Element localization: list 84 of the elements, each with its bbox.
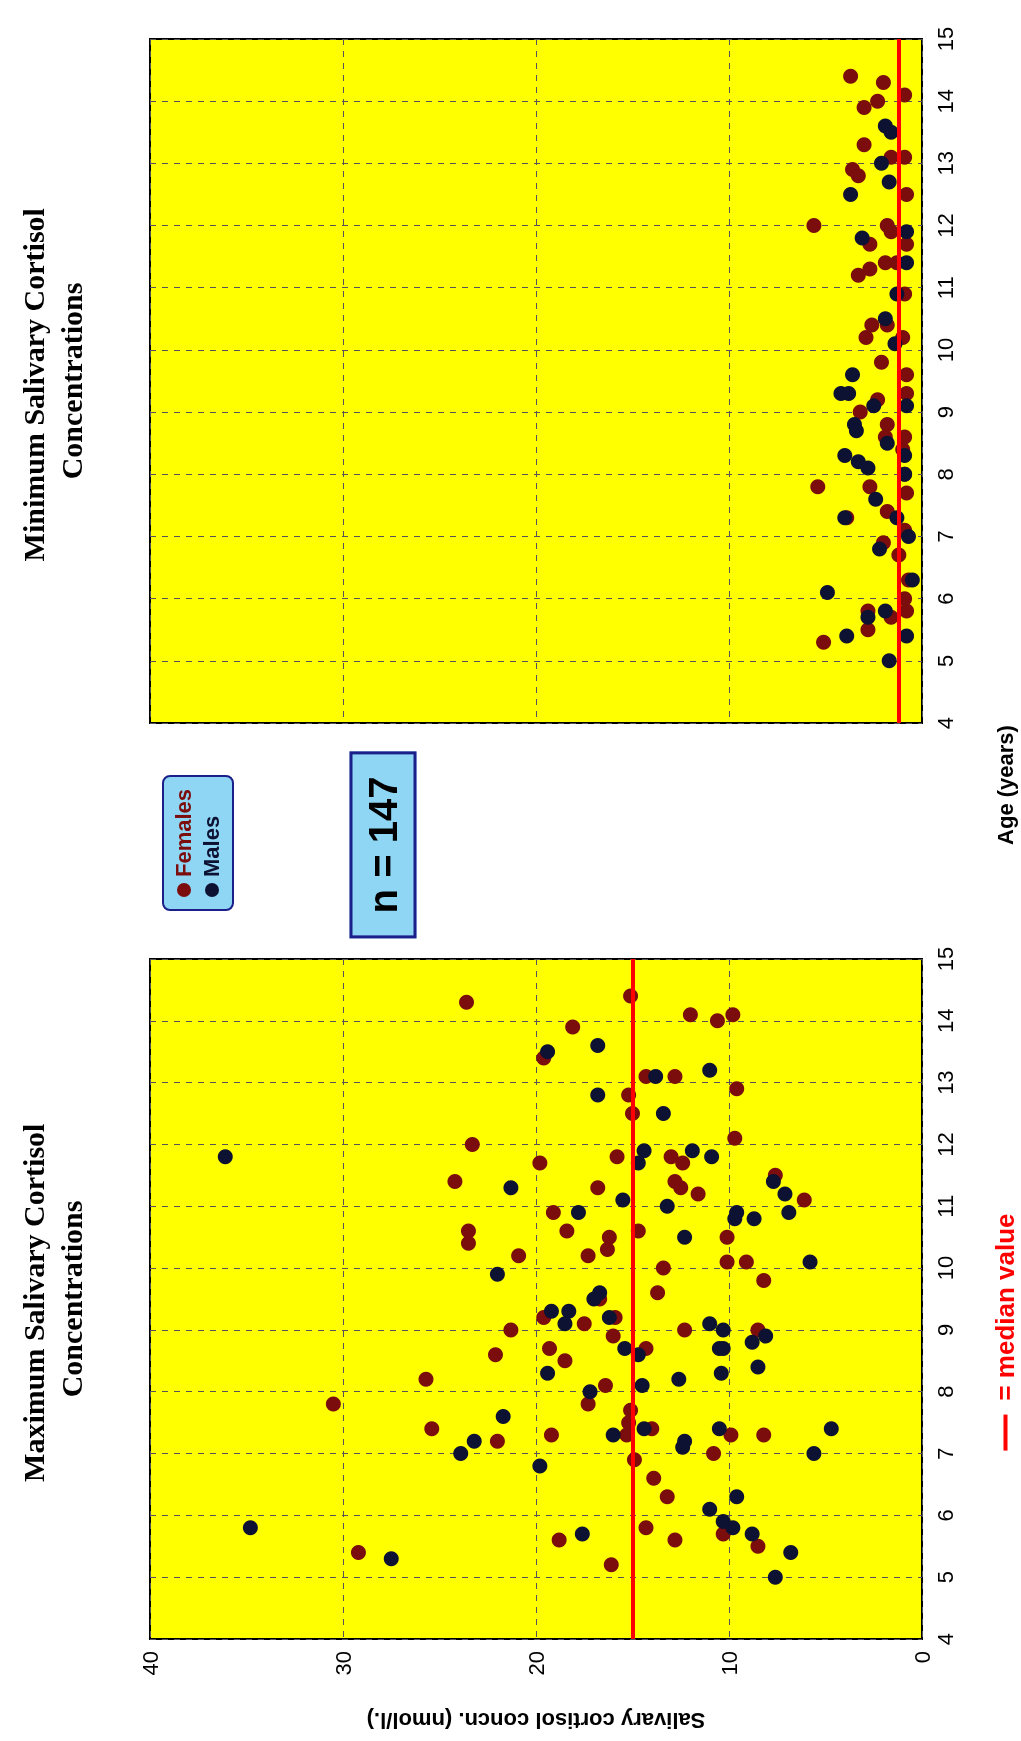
x-tick-label: 30 — [330, 1651, 356, 1676]
y-tick-label: 7 — [932, 530, 958, 543]
point — [806, 218, 822, 234]
point — [860, 609, 876, 625]
point — [899, 224, 915, 240]
y-tick-label: 9 — [932, 1323, 958, 1337]
point — [854, 230, 870, 246]
point — [862, 479, 878, 495]
y-axis-title: Age (years) — [992, 725, 1018, 845]
point — [862, 261, 878, 277]
point — [839, 628, 855, 644]
x-tick-label: 0 — [909, 1651, 935, 1664]
point — [850, 267, 866, 283]
x-tick-label: 10 — [716, 1651, 742, 1676]
y-tick-label: 8 — [932, 468, 958, 481]
point — [856, 137, 872, 153]
point — [816, 634, 832, 650]
point — [868, 491, 884, 507]
point — [883, 224, 899, 240]
y-tick-label: 13 — [932, 1070, 958, 1095]
point — [837, 448, 853, 464]
x-tick-label: 20 — [523, 1651, 549, 1676]
point — [879, 417, 895, 433]
text: Females — [170, 788, 197, 878]
point — [899, 186, 915, 202]
point — [899, 398, 915, 414]
point — [845, 367, 861, 383]
y-tick-label: 4 — [932, 716, 958, 730]
point — [856, 99, 872, 115]
point — [843, 186, 859, 202]
x-axis-title: Salivary cortisol concn. (nmol/l.) — [366, 1707, 706, 1733]
y-tick-label: 11 — [932, 276, 958, 300]
y-tick-label: 8 — [932, 1385, 958, 1398]
point — [901, 528, 916, 544]
point — [870, 93, 886, 109]
point — [848, 423, 864, 439]
point — [877, 603, 893, 619]
point — [881, 174, 897, 190]
point — [864, 317, 880, 333]
ref-line-label: = median value — [989, 1213, 1021, 1401]
point — [850, 168, 866, 184]
x-tick-label: 40 — [137, 1651, 163, 1676]
point — [899, 628, 915, 644]
text: Males — [198, 815, 225, 878]
point — [860, 622, 876, 638]
point — [819, 584, 835, 600]
point — [881, 653, 897, 669]
y-tick-label: 6 — [932, 1509, 958, 1522]
y-tick-label: 4 — [932, 1632, 958, 1646]
point — [858, 329, 874, 345]
y-tick-label: 14 — [932, 88, 958, 114]
point — [883, 124, 899, 140]
y-tick-label: 13 — [932, 151, 958, 176]
y-tick-label: 14 — [932, 1008, 958, 1034]
point — [877, 311, 893, 327]
point — [866, 398, 882, 414]
point — [873, 354, 889, 370]
point — [904, 572, 920, 588]
y-tick-label: 11 — [932, 1194, 958, 1218]
y-tick-label: 10 — [932, 1255, 958, 1281]
point — [810, 479, 826, 495]
text: Maximum Salivary Cortisol Concentrations — [16, 1116, 88, 1482]
point — [860, 460, 876, 476]
y-tick-label: 12 — [932, 213, 958, 238]
y-tick-label: 6 — [932, 592, 958, 605]
y-tick-label: 9 — [932, 405, 958, 419]
y-tick-label: 12 — [932, 1132, 958, 1157]
y-tick-label: 7 — [932, 1447, 958, 1460]
point — [843, 68, 859, 84]
text: n = 147 — [349, 751, 417, 939]
point — [899, 485, 915, 501]
y-tick-label: 15 — [932, 26, 958, 52]
text: Minimum Salivary Cortisol Concentrations — [16, 200, 88, 562]
point — [872, 541, 888, 557]
y-tick-label: 15 — [932, 946, 958, 972]
y-tick-label: 10 — [932, 337, 958, 363]
point — [899, 367, 915, 383]
y-tick-label: 5 — [932, 654, 958, 667]
point — [899, 255, 915, 271]
point — [852, 404, 868, 420]
y-tick-label: 5 — [932, 1571, 958, 1584]
point — [879, 435, 895, 451]
point — [873, 155, 889, 171]
point — [875, 75, 891, 91]
